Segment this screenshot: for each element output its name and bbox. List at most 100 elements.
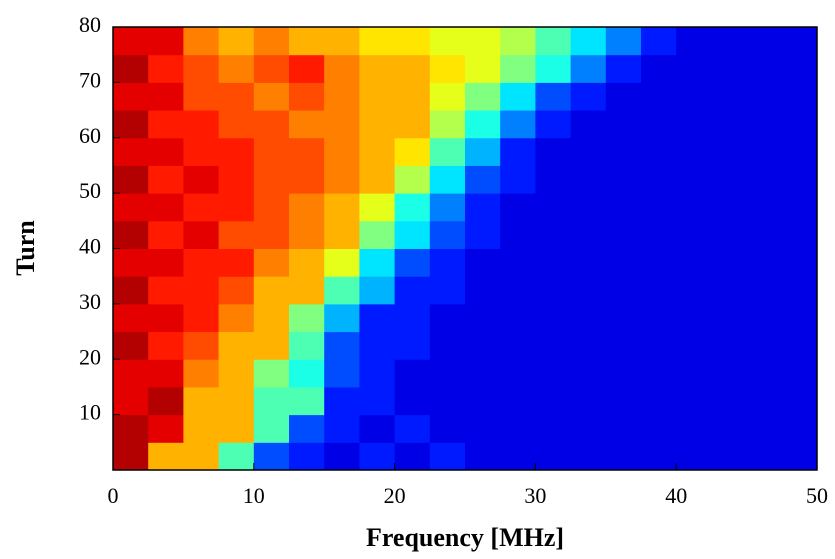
heatmap-cell <box>605 303 642 333</box>
heatmap-cell <box>113 220 149 249</box>
heatmap-cell <box>570 54 607 83</box>
heatmap-cell <box>113 331 149 360</box>
heatmap-cell <box>113 165 149 194</box>
y-tick-label: 50 <box>79 178 101 203</box>
heatmap-cell <box>570 386 607 416</box>
heatmap-cell <box>218 220 255 249</box>
heatmap-cell <box>605 27 642 56</box>
heatmap-cell <box>394 165 431 194</box>
heatmap-cell <box>113 442 149 471</box>
heatmap-cell <box>781 137 818 166</box>
heatmap-cell <box>676 82 712 111</box>
heatmap-cell <box>394 193 431 222</box>
heatmap-cell <box>465 442 501 471</box>
heatmap-cell <box>781 248 818 277</box>
heatmap-cell <box>289 193 325 222</box>
heatmap-cell <box>641 414 677 443</box>
heatmap-cell <box>359 110 396 139</box>
x-tick-label: 20 <box>384 483 406 508</box>
heatmap-cell <box>429 110 466 139</box>
heatmap-cell <box>676 359 712 388</box>
heatmap-cell <box>289 442 325 471</box>
heatmap-cell <box>605 193 642 222</box>
heatmap-cell <box>359 82 396 111</box>
heatmap-cell <box>324 165 360 194</box>
heatmap-cell <box>711 82 748 111</box>
heatmap-cell <box>641 386 677 416</box>
heatmap-cell <box>535 386 572 416</box>
heatmap-cell <box>781 414 818 443</box>
heatmap-cell <box>148 27 184 56</box>
y-tick-label: 10 <box>79 400 101 425</box>
y-tick-label: 30 <box>79 289 101 314</box>
heatmap-cell <box>535 220 572 249</box>
heatmap-cell <box>781 386 818 416</box>
heatmap-cell <box>218 54 255 83</box>
heatmap-cell <box>570 220 607 249</box>
heatmap-cell <box>746 193 783 222</box>
heatmap-cell <box>394 276 431 305</box>
heatmap-cell <box>711 220 748 249</box>
heatmap-cell <box>183 137 220 166</box>
heatmap-cell <box>711 165 748 194</box>
heatmap-cell <box>324 359 360 388</box>
heatmap-cell <box>465 193 501 222</box>
heatmap-cell <box>218 248 255 277</box>
heatmap-cell <box>218 276 255 305</box>
heatmap-cell <box>148 82 184 111</box>
heatmap-cell <box>394 359 431 388</box>
y-tick-label: 60 <box>79 123 101 148</box>
heatmap-cell <box>218 110 255 139</box>
heatmap-cell <box>183 82 220 111</box>
heatmap-cell <box>535 165 572 194</box>
heatmap-cell <box>289 82 325 111</box>
heatmap-cell <box>570 165 607 194</box>
heatmap-cell <box>676 442 712 471</box>
heatmap-cell <box>148 303 184 333</box>
heatmap-cell <box>570 137 607 166</box>
heatmap-cell <box>359 193 396 222</box>
heatmap-cell <box>500 137 536 166</box>
heatmap-cell <box>500 110 536 139</box>
heatmap-cell <box>289 414 325 443</box>
heatmap-cell <box>641 303 677 333</box>
heatmap-cell <box>253 54 290 83</box>
heatmap-cell <box>570 248 607 277</box>
heatmap-cell <box>535 442 572 471</box>
heatmap-cell <box>183 248 220 277</box>
heatmap-cell <box>429 193 466 222</box>
heatmap-cell <box>218 193 255 222</box>
heatmap-cell <box>641 137 677 166</box>
heatmap-cell <box>500 386 536 416</box>
heatmap-cell <box>676 386 712 416</box>
heatmap-cell <box>641 165 677 194</box>
heatmap-cell <box>253 220 290 249</box>
heatmap-cell <box>535 54 572 83</box>
heatmap-cell <box>570 414 607 443</box>
x-axis-label: Frequency [MHz] <box>366 523 564 552</box>
heatmap-cell <box>605 220 642 249</box>
heatmap-cell <box>711 331 748 360</box>
heatmap-cell <box>324 82 360 111</box>
heatmap-cell <box>465 27 501 56</box>
x-tick-label: 10 <box>243 483 265 508</box>
heatmap-cell <box>148 193 184 222</box>
heatmap-cell <box>183 276 220 305</box>
heatmap-cell <box>570 27 607 56</box>
heatmap-cell <box>359 276 396 305</box>
heatmap-cell <box>605 414 642 443</box>
heatmap-cell <box>429 386 466 416</box>
heatmap-cell <box>641 54 677 83</box>
heatmap-cell <box>429 303 466 333</box>
heatmap-cell <box>289 276 325 305</box>
heatmap-cell <box>570 442 607 471</box>
heatmap-cell <box>570 82 607 111</box>
heatmap-cell <box>500 54 536 83</box>
heatmap-cell <box>605 276 642 305</box>
heatmap-cell <box>746 82 783 111</box>
heatmap-cell <box>324 54 360 83</box>
heatmap-cell <box>289 165 325 194</box>
heatmap-cell <box>289 54 325 83</box>
heatmap-cell <box>746 303 783 333</box>
heatmap-cell <box>429 248 466 277</box>
